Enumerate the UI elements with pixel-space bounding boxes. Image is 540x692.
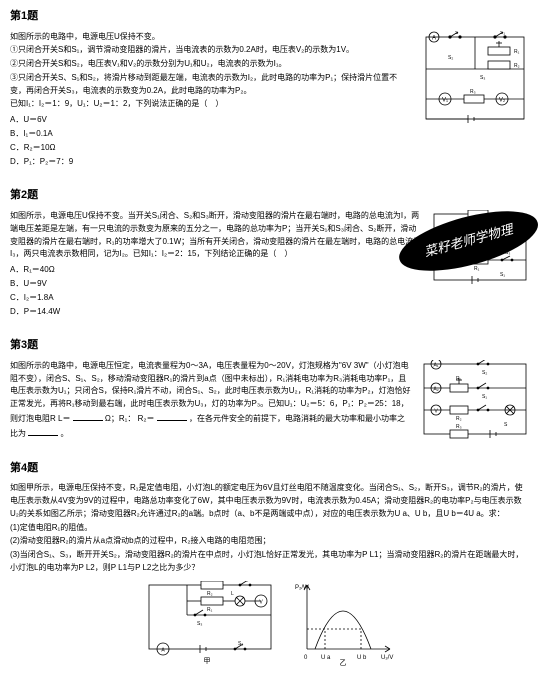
q3-diagram: A₁ A₂ V S₂ S₁ R₁ R₂ R₃ S bbox=[420, 360, 530, 442]
svg-text:R₂: R₂ bbox=[456, 416, 462, 422]
svg-text:S₁: S₁ bbox=[482, 394, 487, 400]
q3-blank3-label: 。 bbox=[60, 429, 68, 438]
q4-opt3: (3)当闭合S₁、S₃，断开开关S₂，滑动变阻器R₂的滑片在中点时，小灯泡L恰好… bbox=[10, 549, 530, 575]
question-3: 第3题 如图所示的电路中，电源电压恒定，电流表量程为0～3A，电压表量程为0～2… bbox=[10, 337, 530, 441]
q4-opt2: (2)滑动变阻器R₂的滑片从a点滑动b点的过程中，R₂接入电路的电阻范围； bbox=[10, 535, 530, 548]
q2-optA: A．R₁＝40Ω bbox=[10, 264, 422, 277]
q2-stem: 如图所示，电源电压U保持不变。当开关S₁闭合、S₂和S₃断开，滑动变阻器的滑片在… bbox=[10, 210, 422, 261]
svg-text:V: V bbox=[434, 408, 438, 414]
q1-stem2: ①只闭合开关S和S₁，调节滑动变阻器的滑片，当电流表的示数为0.2A时，电压表V… bbox=[10, 44, 412, 57]
q4-header: 第4题 bbox=[10, 460, 530, 477]
q1-optB: B．I₁＝0.1A bbox=[10, 128, 412, 141]
q3-stem: 如图所示的电路中，电源电压恒定，电流表量程为0～3A，电压表量程为0～20V，灯… bbox=[10, 360, 412, 441]
svg-text:A₁: A₁ bbox=[433, 362, 438, 368]
svg-text:甲: 甲 bbox=[204, 657, 211, 665]
q3-header: 第3题 bbox=[10, 337, 530, 354]
svg-text:S: S bbox=[504, 422, 508, 428]
svg-text:R₃: R₃ bbox=[456, 424, 462, 430]
q3-blank2-label: R₂＝ bbox=[138, 414, 155, 423]
svg-text:R₃: R₃ bbox=[470, 89, 476, 95]
q1-header: 第1题 bbox=[10, 8, 530, 25]
q3-body: 如图所示的电路中，电源电压恒定，电流表量程为0～3A，电压表量程为0～20V，灯… bbox=[10, 360, 530, 442]
svg-text:S₃: S₃ bbox=[480, 75, 485, 81]
q2-options: A．R₁＝40Ω B．U＝9V C．I₂＝1.8A D．P＝14.4W bbox=[10, 264, 422, 318]
q1-text: 如图所示的电路中，电源电压U保持不变。 ①只闭合开关S和S₁，调节滑动变阻器的滑… bbox=[10, 31, 412, 170]
svg-text:L: L bbox=[231, 591, 234, 597]
question-4: 第4题 如图甲所示，电源电压保持不变，R₁是定值电阻，小灯泡L的额定电压为6V且… bbox=[10, 460, 530, 666]
q3-blank1 bbox=[73, 411, 103, 421]
q1-stem4: ③只闭合开关S、S₁和S₂，将滑片移动到距最左端，电流表的示数为I₂，此时电路的… bbox=[10, 72, 412, 98]
svg-text:S: S bbox=[455, 31, 459, 36]
q1-diagram: A V₁ V₂ bbox=[420, 31, 530, 170]
svg-text:S₂: S₂ bbox=[482, 370, 487, 376]
svg-text:A₂: A₂ bbox=[433, 386, 438, 392]
q4-text: 如图甲所示，电源电压保持不变，R₁是定值电阻，小灯泡L的额定电压为6V且灯丝电阻… bbox=[10, 482, 530, 575]
question-2: 第2题 菜籽老师学物理 如图所示，电源电压U保持不变。当开关S₁闭合、S₂和S₃… bbox=[10, 187, 530, 319]
q2-header: 第2题 bbox=[10, 187, 530, 204]
svg-text:V₂: V₂ bbox=[499, 97, 506, 103]
svg-text:A: A bbox=[432, 35, 436, 41]
q1-stem1: 如图所示的电路中，电源电压U保持不变。 bbox=[10, 31, 412, 44]
q2-optC: C．I₂＝1.8A bbox=[10, 292, 422, 305]
svg-text:S₁: S₁ bbox=[500, 31, 505, 36]
svg-text:U b: U b bbox=[357, 655, 367, 661]
svg-text:U a: U a bbox=[321, 655, 331, 661]
svg-text:S₂: S₂ bbox=[243, 581, 248, 583]
q1-optA: A．U＝6V bbox=[10, 114, 412, 127]
q3-blank3 bbox=[28, 426, 58, 436]
svg-text:V: V bbox=[259, 599, 263, 605]
svg-text:V₁: V₁ bbox=[442, 97, 448, 103]
q1-optD: D．P₁：P₂＝7：9 bbox=[10, 156, 412, 169]
q1-options: A．U＝6V B．I₁＝0.1A C．R₂＝10Ω D．P₁：P₂＝7：9 bbox=[10, 114, 412, 168]
svg-text:U₂/V: U₂/V bbox=[381, 655, 393, 661]
svg-text:乙: 乙 bbox=[340, 659, 347, 666]
q4-graph-diagram: P₂/W U₂/V U a U b 0 乙 bbox=[295, 581, 395, 666]
q3-text: 如图所示的电路中，电源电压恒定，电流表量程为0～3A，电压表量程为0～20V，灯… bbox=[10, 360, 412, 442]
svg-text:S₂: S₂ bbox=[448, 55, 453, 61]
q4-circuit-diagram: V A R₂ R₁ L S₂ S₃ S₁ 甲 bbox=[145, 581, 275, 666]
svg-text:R₂: R₂ bbox=[207, 591, 213, 597]
q2-text: 如图所示，电源电压U保持不变。当开关S₁闭合、S₂和S₃断开，滑动变阻器的滑片在… bbox=[10, 210, 422, 319]
svg-text:A: A bbox=[161, 647, 165, 653]
svg-text:R₁: R₁ bbox=[207, 607, 213, 613]
q2-optD: D．P＝14.4W bbox=[10, 306, 422, 319]
svg-text:R₂: R₂ bbox=[514, 63, 520, 69]
svg-text:R₁: R₁ bbox=[456, 376, 462, 382]
q3-stem-end: ，在各元件安全的前提下，电路消耗的最大功率和最小功率之比为 bbox=[10, 414, 405, 438]
q3-blank1-label: Ω；R₁： bbox=[105, 414, 135, 423]
svg-text:R₁: R₁ bbox=[474, 266, 480, 272]
q1-stem3: ②只闭合开关S和S₂，电压表V₁和V₂的示数分别为U₁和U₂，电流表的示数为I₁… bbox=[10, 58, 412, 71]
svg-text:S₁: S₁ bbox=[238, 641, 243, 647]
question-1: 第1题 如图所示的电路中，电源电压U保持不变。 ①只闭合开关S和S₁，调节滑动变… bbox=[10, 8, 530, 169]
svg-text:P₂/W: P₂/W bbox=[295, 585, 309, 591]
q1-optC: C．R₂＝10Ω bbox=[10, 142, 412, 155]
q1-body: 如图所示的电路中，电源电压U保持不变。 ①只闭合开关S和S₁，调节滑动变阻器的滑… bbox=[10, 31, 530, 170]
svg-text:S₁: S₁ bbox=[500, 272, 505, 278]
q4-opt1: (1)定值电阻R₁的阻值。 bbox=[10, 522, 530, 535]
svg-text:S₃: S₃ bbox=[197, 621, 202, 627]
svg-text:R₁: R₁ bbox=[514, 49, 520, 55]
q4-diagrams: V A R₂ R₁ L S₂ S₃ S₁ 甲 bbox=[10, 581, 530, 666]
q3-blank2 bbox=[157, 411, 187, 421]
q1-stem5: 已知I₁：I₂＝1：9，U₁：U₂＝1：2，下列说法正确的是（ ） bbox=[10, 98, 412, 111]
q2-optB: B．U＝9V bbox=[10, 278, 422, 291]
q4-stem1: 如图甲所示，电源电压保持不变，R₁是定值电阻，小灯泡L的额定电压为6V且灯丝电阻… bbox=[10, 482, 530, 520]
svg-text:0: 0 bbox=[304, 655, 308, 661]
